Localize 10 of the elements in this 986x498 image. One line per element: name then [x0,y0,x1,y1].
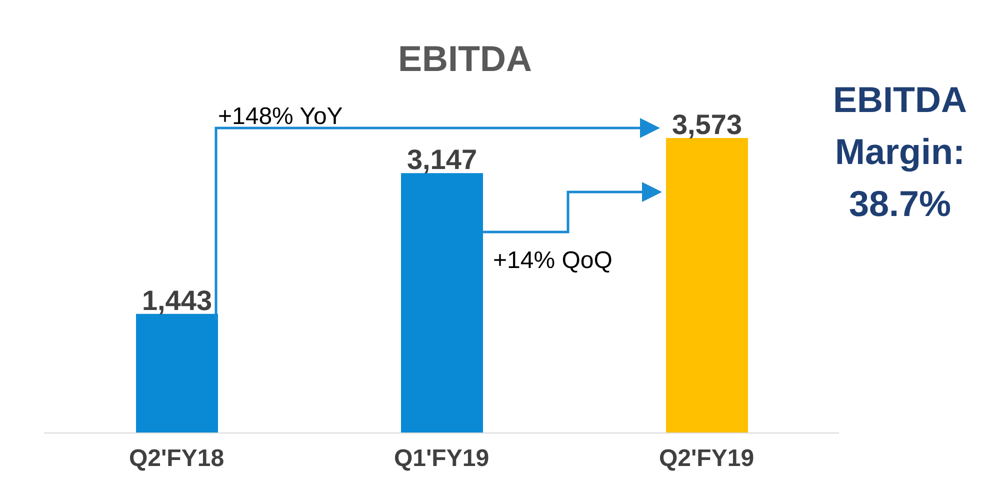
data-label: 3,147 [406,144,478,176]
x-tick-label: Q1'FY19 [394,445,490,472]
text: +148% YoY [218,102,343,132]
chart-title: EBITDA [397,38,533,80]
x-tick-label: Q2'FY18 [128,445,224,472]
data-label: 1,443 [142,284,212,316]
x-tick-label: Q2'FY19 [658,445,754,472]
annotation: +14% QoQ [493,246,612,276]
data-label: 3,573 [672,109,742,140]
annotation: EBITDA Margin: 38.7% [832,78,968,226]
